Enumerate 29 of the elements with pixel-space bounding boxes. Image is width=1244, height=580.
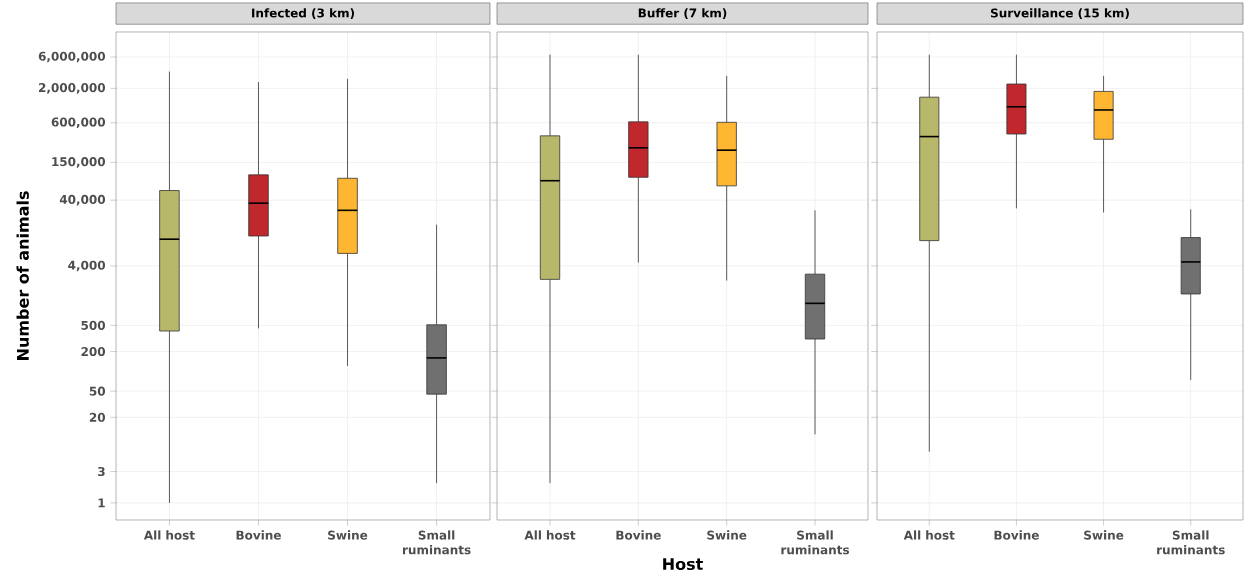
x-tick-label: All host (524, 530, 576, 540)
y-tick-label: 4,000 (68, 260, 106, 272)
x-axis-title: Host (663, 558, 703, 571)
y-tick-label: 150,000 (52, 157, 106, 168)
y-tick-label: 6,000,000 (38, 51, 106, 63)
x-tick-label: Swine (707, 530, 747, 540)
chart-title: Surveillance (15 km) (990, 8, 1129, 19)
x-tick-label: Swine (328, 530, 368, 540)
x-tick-label: Small ruminants (1157, 530, 1225, 555)
y-tick-label: 3 (98, 466, 105, 477)
chart-title: Buffer (7 km) (638, 8, 727, 19)
y-tick-label: 200 (81, 346, 106, 357)
x-tick-label: Swine (1084, 530, 1124, 540)
x-tick-label: All host (903, 530, 955, 540)
chart-title: Infected (3 km) (252, 8, 355, 19)
y-axis-title: Number of animals (16, 191, 29, 360)
x-tick-label: Bovine (994, 530, 1039, 540)
y-tick-label: 500 (81, 320, 106, 330)
x-tick-label: Bovine (236, 530, 281, 540)
y-tick-label: 1 (98, 498, 105, 508)
x-tick-label: Bovine (616, 530, 661, 540)
y-tick-label: 2,000,000 (38, 83, 106, 94)
y-tick-label: 50 (89, 386, 106, 396)
x-tick-label: All host (143, 530, 195, 540)
y-tick-label: 600,000 (51, 117, 106, 129)
x-tick-label: Small ruminants (781, 530, 849, 555)
x-tick-label: Small ruminants (403, 530, 471, 555)
y-tick-label: 20 (89, 412, 106, 422)
y-tick-label: 40,000 (59, 194, 106, 206)
